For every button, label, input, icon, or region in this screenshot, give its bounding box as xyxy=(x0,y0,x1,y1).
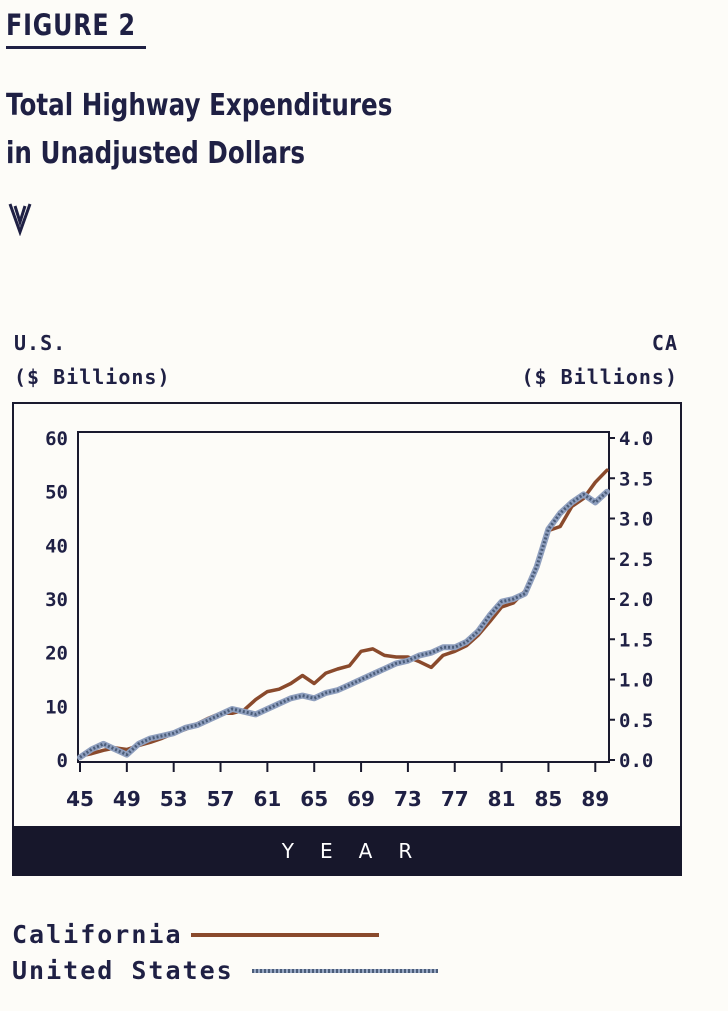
x-tick-label: 85 xyxy=(535,787,563,811)
left-axis-title: U.S. ($ Billions) xyxy=(14,326,171,394)
x-tick-label: 53 xyxy=(160,787,188,811)
right-tick-label: 2.5 xyxy=(619,549,653,571)
x-tick-label: 69 xyxy=(347,787,375,811)
right-tick-label: 1.5 xyxy=(619,629,653,651)
left-tick-label: 40 xyxy=(45,535,68,557)
left-tick-label: 10 xyxy=(45,696,68,718)
figure-label: FIGURE 2 xyxy=(6,8,136,42)
x-tick-label: 49 xyxy=(113,787,141,811)
right-tick-label: 2.0 xyxy=(619,589,653,611)
x-tick-label: 57 xyxy=(207,787,235,811)
chart-title-line-1: Total Highway Expenditures xyxy=(6,88,393,123)
x-axis-title: YEAR xyxy=(281,839,439,863)
chart-title: Total Highway Expenditures in Unadjusted… xyxy=(6,82,432,178)
right-tick-label: 0.5 xyxy=(619,710,653,732)
plot-frame xyxy=(77,431,610,763)
left-axis-title-line-2: ($ Billions) xyxy=(14,365,171,389)
legend-united-states: United States xyxy=(12,956,438,985)
right-tick-label: 4.0 xyxy=(619,428,653,450)
legend-california-swatch xyxy=(190,932,379,937)
right-tick-label: 1.0 xyxy=(619,670,653,692)
chevron-down-icon xyxy=(8,203,32,236)
right-tick-label: 0.0 xyxy=(619,750,653,772)
chart-panel xyxy=(12,402,682,876)
left-tick-label: 20 xyxy=(45,643,68,665)
x-tick-label: 89 xyxy=(581,787,609,811)
right-tick-label: 3.0 xyxy=(619,509,653,531)
left-tick-label: 50 xyxy=(45,482,68,504)
x-tick-label: 61 xyxy=(253,787,281,811)
x-axis-title-bar: YEAR xyxy=(12,826,682,876)
legend-california-label: California xyxy=(12,920,183,949)
legend-united-states-label: United States xyxy=(12,956,234,985)
series-line-united-states-halo xyxy=(77,488,610,761)
series-line-california xyxy=(78,468,609,758)
legend-united-states-swatch xyxy=(251,968,438,973)
left-tick-label: 60 xyxy=(45,428,68,450)
right-axis-title-line-2: ($ Billions) xyxy=(521,365,678,389)
left-axis-title-line-1: U.S. xyxy=(14,331,67,355)
x-tick-label: 73 xyxy=(394,787,422,811)
right-axis-title-line-1: CA xyxy=(651,331,678,355)
left-tick-label: 30 xyxy=(45,589,68,611)
x-tick-label: 65 xyxy=(300,787,328,811)
x-tick-label: 81 xyxy=(488,787,516,811)
right-axis-title: CA ($ Billions) xyxy=(522,326,679,394)
left-tick-label: 0 xyxy=(57,750,68,772)
x-tick-label: 77 xyxy=(441,787,469,811)
x-tick-label: 45 xyxy=(66,787,94,811)
right-tick-label: 3.5 xyxy=(619,468,653,490)
legend-california: California xyxy=(12,920,379,949)
chart-title-line-2: in Unadjusted Dollars xyxy=(6,136,305,171)
series-line-united-states xyxy=(79,490,609,759)
figure-label-underline xyxy=(6,46,146,49)
